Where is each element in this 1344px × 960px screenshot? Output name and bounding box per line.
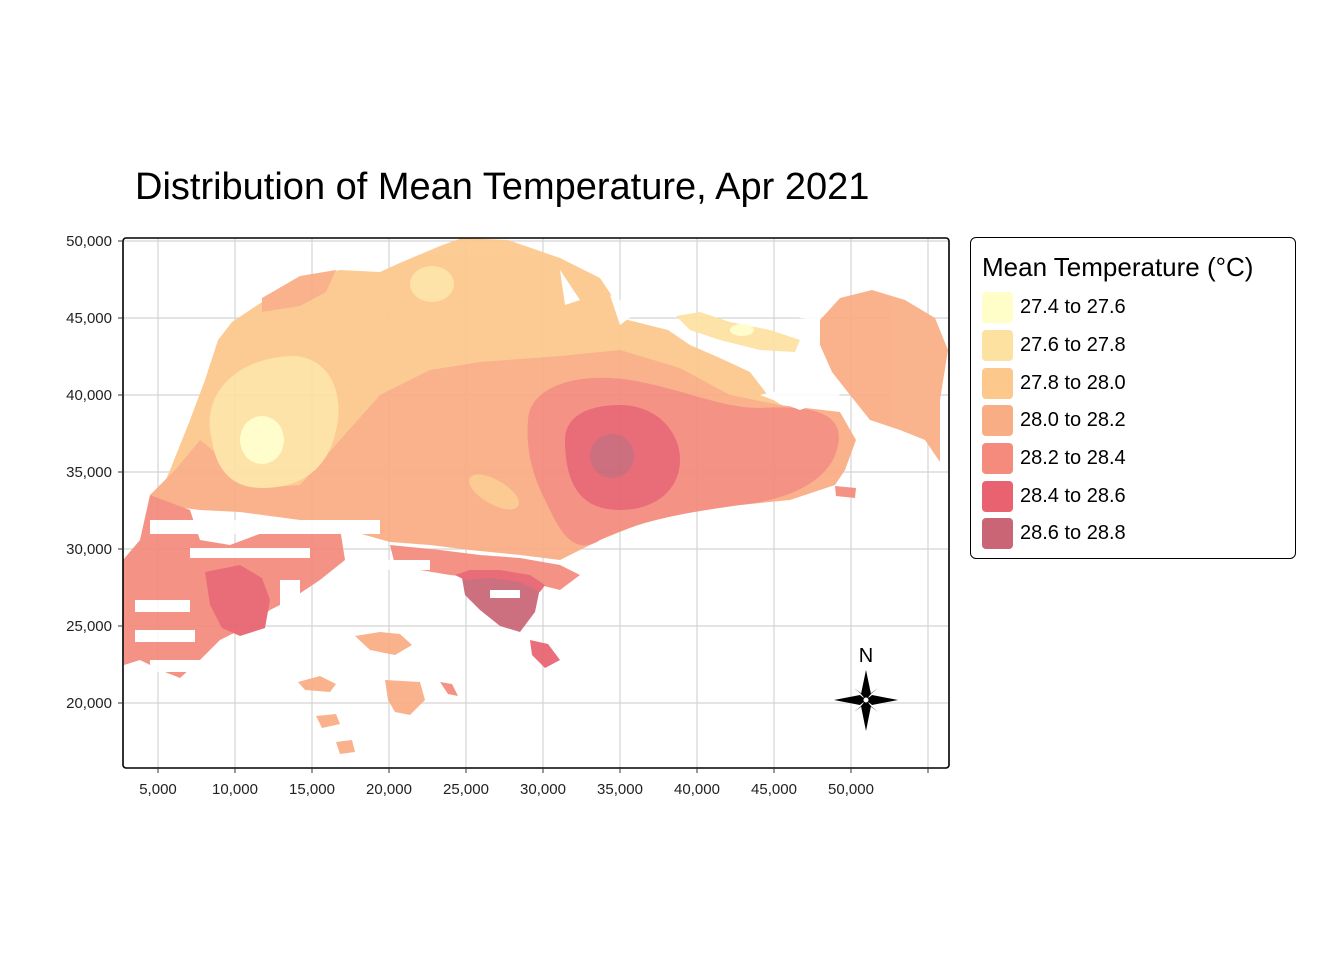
y-tick-label: 30,000: [66, 541, 112, 558]
contour-27-6-to-27-8-north: [410, 266, 454, 302]
contour-28-6-to-28-8-core: [590, 434, 634, 478]
island-southern-2: [385, 680, 425, 715]
y-tick-label: 50,000: [66, 233, 112, 250]
y-axis-ticks: [118, 240, 123, 704]
y-tick-label: 35,000: [66, 464, 112, 481]
contour-28-6-to-28-8-south: [462, 572, 540, 632]
legend-label: 27.6 to 27.8: [1020, 334, 1126, 356]
contour-28-4-to-28-6-sw: [205, 565, 270, 636]
contour-27-4-to-27-6-ne: [730, 324, 754, 336]
contour-28-0-to-28-2-east: [820, 290, 948, 462]
compass-north-label: N: [859, 645, 873, 667]
x-tick-label: 30,000: [520, 781, 566, 798]
contour-27-4-to-27-6-west: [240, 416, 284, 464]
x-axis-ticks: [157, 768, 929, 773]
legend-swatch: [982, 518, 1013, 549]
contour-28-4-to-28-6-south-edge: [455, 570, 545, 592]
x-tick-label: 20,000: [366, 781, 412, 798]
legend-title: Mean Temperature (°C): [982, 252, 1254, 282]
legend-label: 28.4 to 28.6: [1020, 485, 1126, 507]
x-tick-label: 45,000: [751, 781, 797, 798]
y-tick-label: 25,000: [66, 618, 112, 635]
island-southern-5: [336, 740, 355, 754]
legend-label: 28.6 to 28.8: [1020, 522, 1126, 544]
legend-swatch: [982, 292, 1013, 323]
x-tick-label: 10,000: [212, 781, 258, 798]
legend-label: 27.8 to 28.0: [1020, 372, 1126, 394]
y-tick-label: 45,000: [66, 310, 112, 327]
x-tick-label: 25,000: [443, 781, 489, 798]
water-cutouts: [135, 270, 840, 672]
island-southern-1: [355, 632, 412, 655]
x-tick-label: 15,000: [289, 781, 335, 798]
legend: Mean Temperature (°C) 27.4 to 27.6 27.6 …: [970, 237, 1296, 559]
contour-27-6-to-27-8-central: [469, 474, 519, 510]
y-tick-label: 20,000: [66, 695, 112, 712]
x-tick-label: 50,000: [828, 781, 874, 798]
legend-label: 27.4 to 27.6: [1020, 296, 1126, 318]
legend-swatch: [982, 481, 1013, 512]
x-tick-label: 35,000: [597, 781, 643, 798]
map-panel-border: [122, 237, 950, 769]
contour-28-0-to-28-2-nw: [262, 270, 336, 312]
legend-label: 28.2 to 28.4: [1020, 447, 1126, 469]
legend-label: 28.0 to 28.2: [1020, 409, 1126, 431]
y-tick-label: 40,000: [66, 387, 112, 404]
map-title: Distribution of Mean Temperature, Apr 20…: [135, 166, 870, 208]
legend-swatch: [982, 443, 1013, 474]
x-tick-label: 5,000: [139, 781, 177, 798]
island-southern-4: [316, 714, 340, 728]
north-arrow-compass-icon: N: [834, 645, 898, 731]
legend-swatch: [982, 405, 1013, 436]
x-tick-label: 40,000: [674, 781, 720, 798]
legend-swatch: [982, 330, 1013, 361]
island-southern-7: [530, 640, 560, 668]
island-southern-6: [440, 682, 458, 696]
island-southern-8: [835, 486, 856, 498]
legend-swatch: [982, 368, 1013, 399]
island-southern-3: [298, 676, 336, 692]
